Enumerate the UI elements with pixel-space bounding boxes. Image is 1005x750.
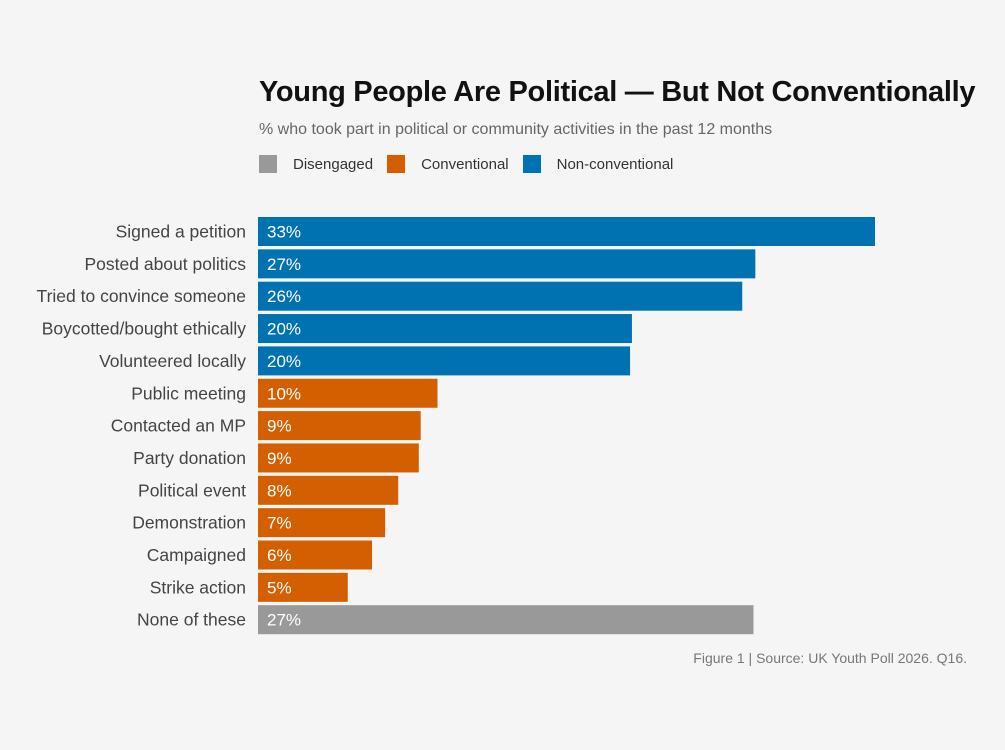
legend-item-conventional: Conventional: [387, 155, 509, 173]
bar-none-of-these: [258, 605, 754, 635]
legend-label-conventional: Conventional: [421, 155, 509, 173]
category-label-strike-action: Strike action: [150, 577, 246, 597]
legend-swatch-disengaged: [259, 155, 277, 173]
category-label-none-of-these: None of these: [137, 610, 246, 630]
category-label-party-donation: Party donation: [133, 448, 246, 468]
category-label-public-meeting: Public meeting: [131, 383, 246, 403]
bar-volunteered-locally: [258, 346, 631, 376]
value-label-demonstration: 7%: [267, 514, 292, 533]
chart-legend: Disengaged Conventional Non-conventional: [259, 155, 687, 173]
bar-tried-to-convince-someone: [258, 281, 743, 311]
legend-swatch-non-conventional: [522, 155, 541, 173]
legend-label-disengaged: Disengaged: [293, 155, 374, 173]
bar-political-event: [258, 475, 399, 505]
category-label-tried-to-convince-someone: Tried to convince someone: [37, 286, 246, 306]
bar-public-meeting: [258, 378, 438, 408]
bar-strike-action: [258, 572, 348, 602]
value-label-signed-a-petition: 33%: [267, 223, 301, 242]
legend-item-disengaged: Disengaged: [259, 155, 373, 173]
value-label-party-donation: 9%: [267, 449, 292, 468]
bar-boycotted-bought-ethically: [258, 314, 632, 344]
category-label-volunteered-locally: Volunteered locally: [99, 351, 246, 371]
value-label-none-of-these: 27%: [267, 611, 301, 630]
chart-title: Young People Are Political — But Not Con…: [259, 76, 976, 108]
category-label-boycotted-bought-ethically: Boycotted/bought ethically: [42, 319, 247, 339]
value-label-strike-action: 5%: [267, 578, 292, 597]
bar-contacted-an-mp: [258, 411, 421, 441]
category-label-contacted-an-mp: Contacted an MP: [111, 416, 246, 436]
value-label-tried-to-convince-someone: 26%: [267, 287, 301, 306]
category-label-signed-a-petition: Signed a petition: [116, 222, 246, 242]
value-label-campaigned: 6%: [267, 546, 292, 565]
value-label-contacted-an-mp: 9%: [267, 417, 292, 436]
legend-item-non-conventional: Non-conventional: [522, 155, 674, 173]
legend-swatch-conventional: [387, 155, 406, 173]
legend-label-non-conventional: Non-conventional: [556, 155, 674, 173]
bar-party-donation: [258, 443, 419, 473]
value-label-volunteered-locally: 20%: [267, 352, 301, 371]
category-label-posted-about-politics: Posted about politics: [85, 254, 247, 274]
source-note: Figure 1 | Source: UK Youth Poll 2026. Q…: [693, 650, 967, 666]
value-label-public-meeting: 10%: [267, 384, 301, 403]
value-label-political-event: 8%: [267, 481, 292, 500]
category-label-demonstration: Demonstration: [132, 513, 246, 533]
category-label-political-event: Political event: [138, 480, 246, 500]
bar-posted-about-politics: [258, 249, 756, 279]
bar-demonstration: [258, 508, 386, 538]
value-label-boycotted-bought-ethically: 20%: [267, 320, 301, 339]
bar-signed-a-petition: [258, 217, 875, 246]
category-label-campaigned: Campaigned: [147, 545, 246, 565]
value-label-posted-about-politics: 27%: [267, 255, 301, 274]
chart-subtitle: % who took part in political or communit…: [259, 121, 773, 138]
bar-campaigned: [258, 540, 373, 570]
